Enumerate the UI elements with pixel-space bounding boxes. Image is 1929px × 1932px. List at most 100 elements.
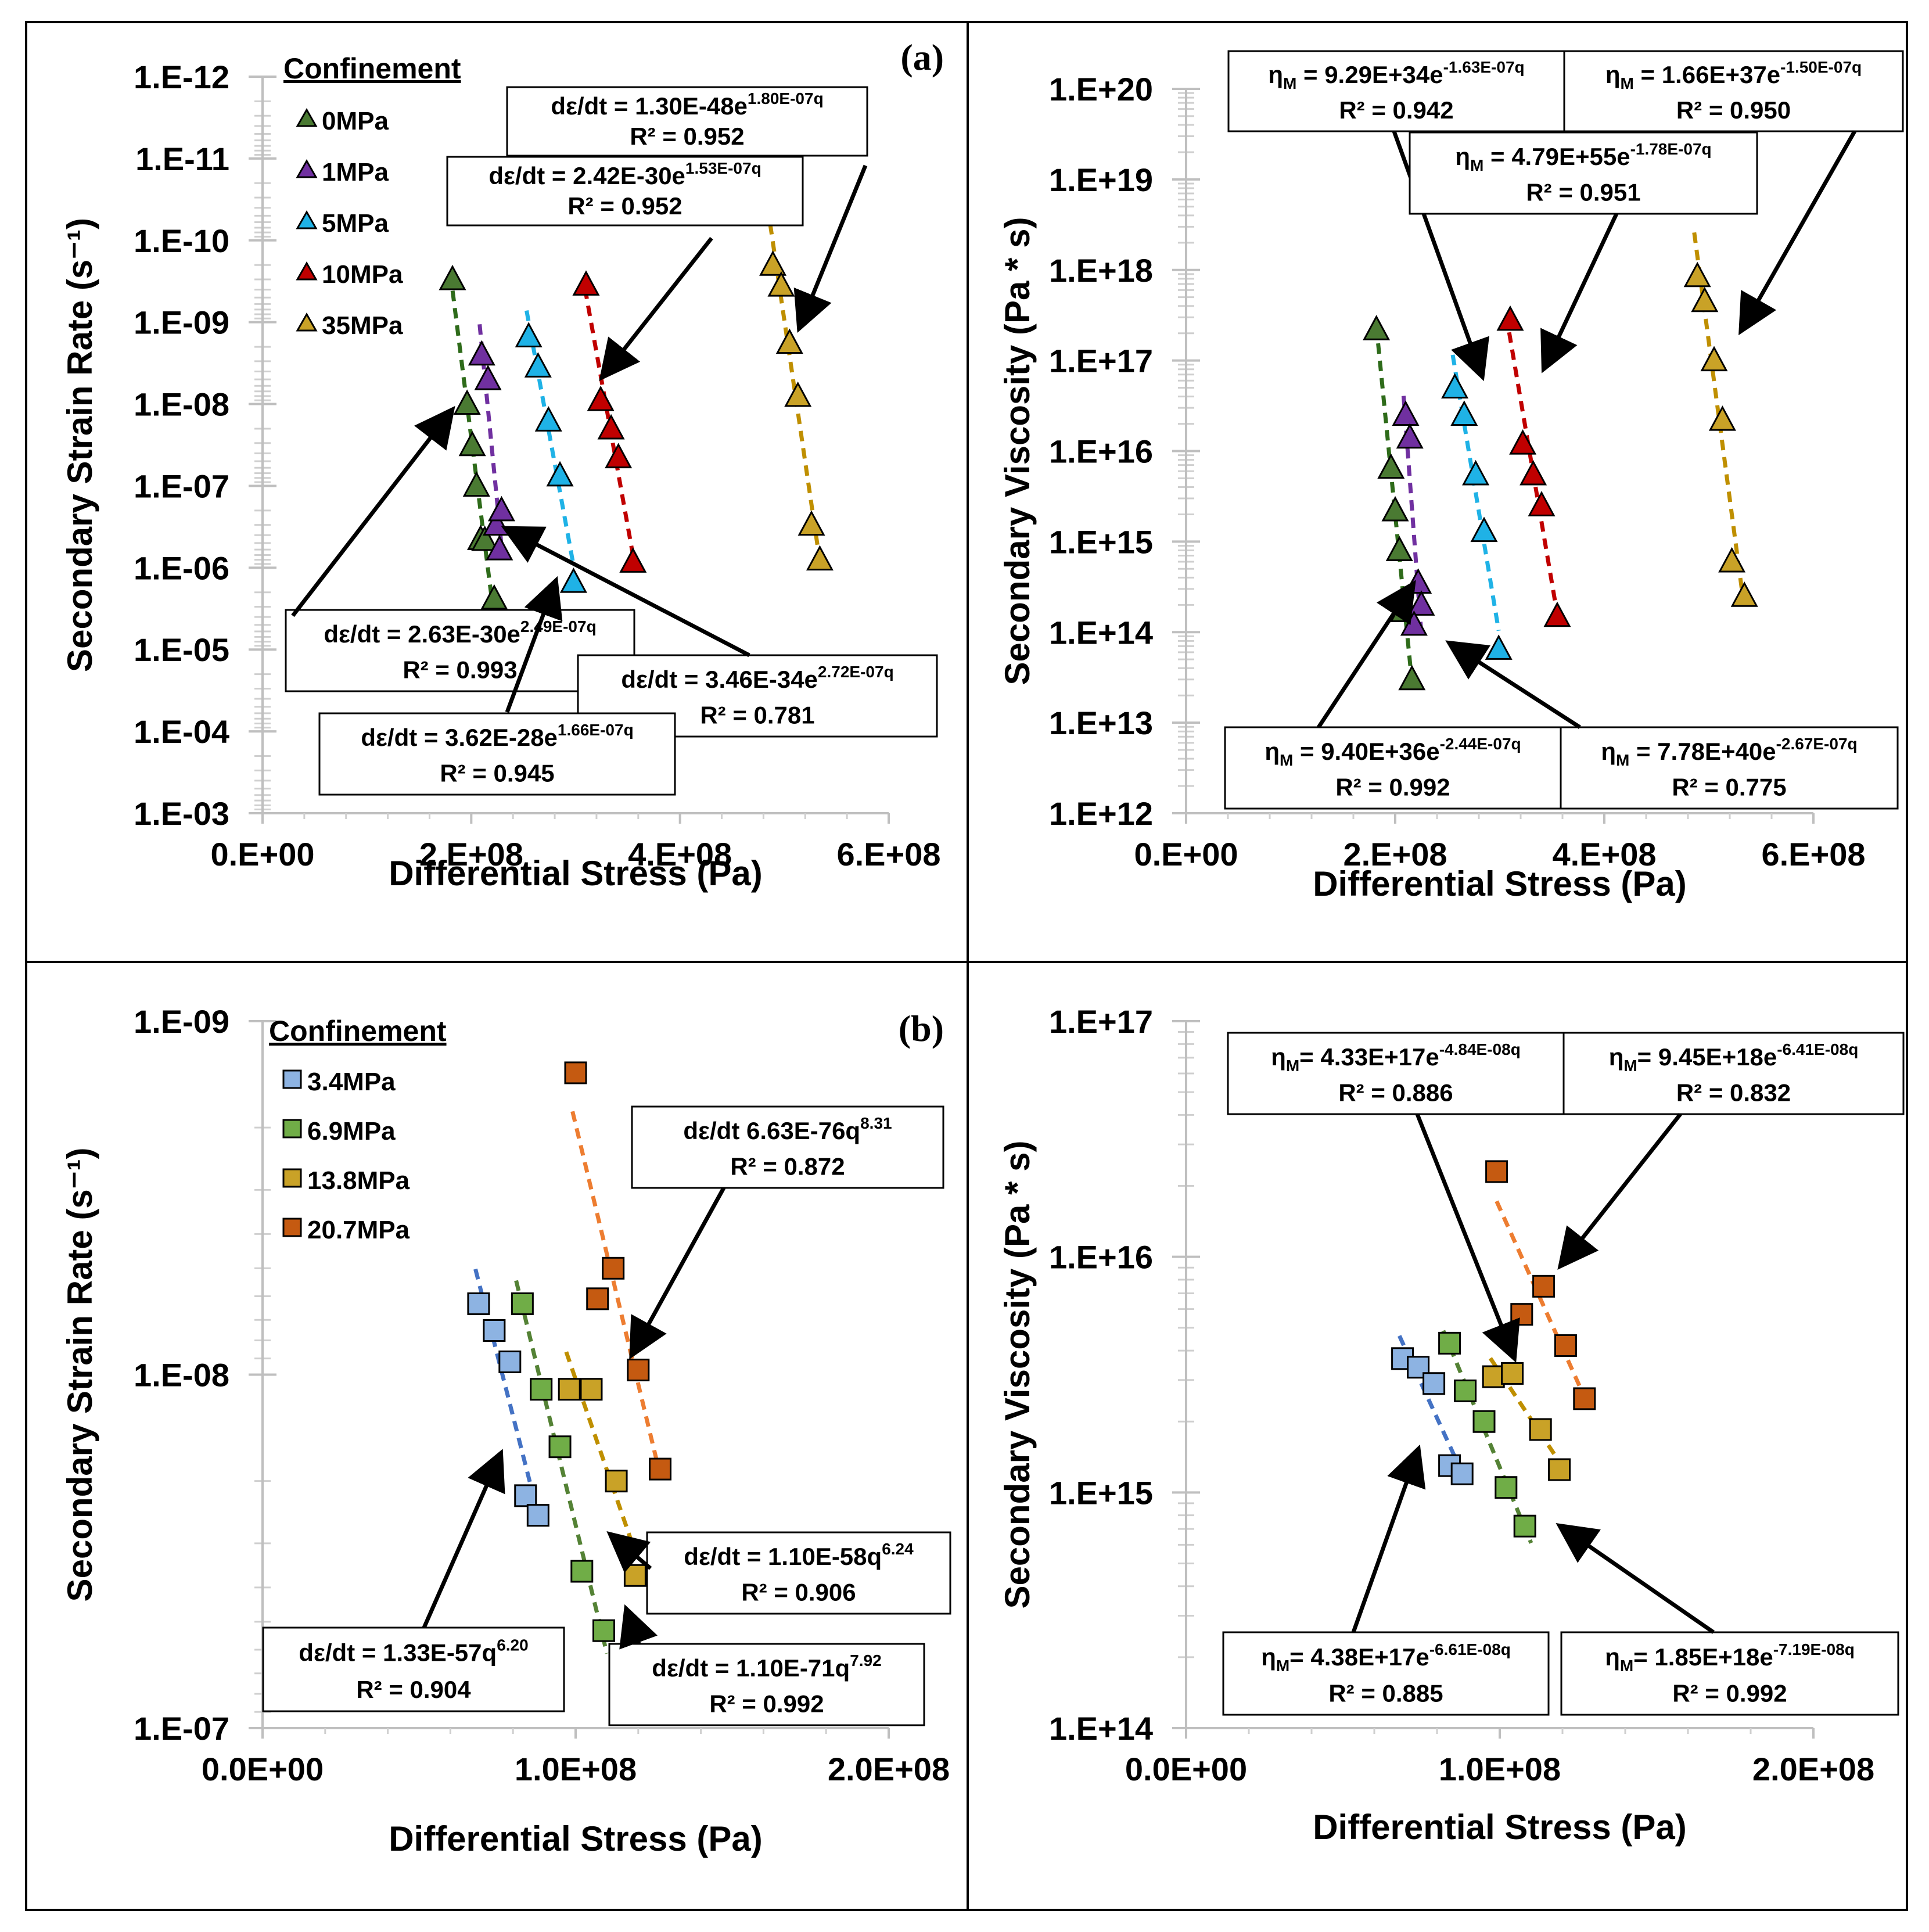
data-point [498, 1350, 522, 1373]
annotation-arrow [505, 576, 563, 713]
data-point [546, 461, 574, 487]
equation-subscript: M [1276, 1657, 1289, 1675]
data-point [759, 250, 787, 276]
series-13.8MPa [558, 1351, 646, 1587]
y-tick-label: 1.E-07 [134, 1710, 229, 1747]
data-point [559, 567, 587, 593]
x-axis-label: Differential Stress (Pa) [389, 854, 763, 893]
annotation-equation: ηM = 9.40E+36e-2.44E-07q [1265, 735, 1521, 769]
legend-marker [296, 107, 318, 127]
annotation-arrow [793, 164, 868, 333]
y-axis-label: Secondary Viscosity (Pa * s) [998, 1141, 1037, 1609]
annotation-equation: ηM= 4.38E+17e-6.61E-08q [1261, 1640, 1511, 1675]
annotation-arrow [1415, 1113, 1520, 1363]
equation-text: dε/dt = 3.46E-34e [621, 666, 818, 693]
fit-line [1441, 1330, 1533, 1544]
annotation: ηM= 4.38E+17e-6.61E-08q R² = 0.885 [1222, 1444, 1550, 1716]
chart-b_right: 1.E+17 1.E+16 1.E+15 1.E+14 0.0E+00 1.0E+08 2.… [998, 1003, 1905, 1847]
data-point [524, 352, 552, 378]
y-tick-label: 1.E-09 [134, 304, 229, 341]
series-35MPa [1683, 232, 1758, 609]
data-point [480, 584, 508, 610]
data-point [1529, 1418, 1552, 1441]
annotation-r2: R² = 0.775 [1672, 774, 1786, 801]
legend-label: 20.7MPa [307, 1216, 410, 1244]
equation-text: = 4.79E+55e [1483, 143, 1630, 170]
data-point [564, 1061, 587, 1084]
annotation-arrow [1557, 1112, 1682, 1270]
annotation-r2: R² = 0.886 [1338, 1079, 1453, 1107]
annotation-box [1224, 726, 1562, 810]
y-axis-label: Secondary Strain Rate (s⁻¹) [60, 218, 99, 672]
annotation-equation: ηM = 1.66E+37e-1.50E-07q [1605, 58, 1862, 92]
annotation-equation: ηM = 9.29E+34e-1.63E-07q [1268, 58, 1524, 92]
legend-marker [296, 159, 318, 178]
data-point [1385, 536, 1413, 561]
annotation-box [646, 1531, 951, 1615]
annotation-equation: ηM = 4.79E+55e-1.78E-07q [1455, 140, 1711, 174]
legend-label: 1MPa [322, 158, 389, 186]
annotation-equation: dε/dt = 1.30E-48e1.80E-07q [551, 89, 823, 120]
data-point [1554, 1334, 1577, 1358]
equation-text: = 9.45E+18e [1637, 1043, 1777, 1071]
annotation-box [506, 86, 868, 157]
x-tick-label: 2.E+08 [1343, 836, 1447, 872]
data-point [1501, 1362, 1524, 1385]
annotation: ηM= 4.33E+17e-4.84E-08q R² = 0.886 [1227, 1032, 1565, 1363]
y-tick-label: 1.E-09 [134, 1003, 229, 1040]
data-point [530, 1378, 553, 1401]
equation-text: dε/dt = 3.62E-28e [361, 724, 558, 751]
data-point [1422, 1372, 1446, 1395]
x-tick-label: 2.E+08 [419, 836, 523, 872]
x-tick-label: 0.0E+00 [202, 1751, 324, 1787]
equation-text: = 7.78E+40e [1629, 738, 1776, 765]
annotation-r2: R² = 0.992 [709, 1690, 824, 1718]
y-tick-label: 1.E+19 [1049, 161, 1153, 198]
y-tick-label: 1.E-08 [134, 386, 229, 423]
data-point [1509, 429, 1537, 455]
equation-text: dε/dt 6.63E-76q [683, 1117, 860, 1144]
y-tick-label: 1.E-06 [134, 550, 229, 586]
x-tick-label: 0.0E+00 [1125, 1751, 1247, 1787]
series-5MPa [1441, 354, 1513, 660]
data-point [439, 264, 466, 290]
data-point [1683, 261, 1711, 288]
series-13.8MPa [1482, 1357, 1571, 1481]
chart-a_right: 1.E+20 1.E+19 1.E+18 1.E+17 1.E+16 1.E+15 1.E+… [998, 50, 1904, 903]
equation-text: η [1605, 1643, 1620, 1671]
annotation-equation: dε/dt = 3.46E-34e2.72E-07q [621, 663, 893, 693]
series-5MPa [515, 310, 587, 593]
legend-marker [282, 1119, 302, 1139]
legend-label: 10MPa [322, 260, 403, 289]
legend-title: Confinement [283, 52, 461, 85]
series-3.4MPa [467, 1268, 549, 1527]
x-tick-label: 4.E+08 [1552, 836, 1656, 872]
data-point [483, 1319, 506, 1342]
data-point [1392, 400, 1420, 426]
data-point [798, 510, 825, 536]
legend-marker [296, 261, 318, 281]
series-0MPa [439, 264, 508, 619]
annotation-box [262, 1626, 565, 1712]
annotation-r2: R² = 0.993 [403, 656, 517, 684]
data-point [1462, 459, 1490, 486]
data-point [592, 1619, 616, 1642]
annotation-box [1560, 726, 1899, 810]
annotation-equation: ηM= 1.85E+18e-7.19E-08q [1605, 1640, 1855, 1675]
equation-text: η [1271, 1043, 1286, 1071]
data-point [605, 1470, 628, 1493]
equation-superscript: 2.72E-07q [818, 663, 894, 681]
panel-label-b: (b) [899, 1008, 944, 1049]
y-tick-label: 1.E+14 [1049, 1710, 1153, 1747]
legend-label: 6.9MPa [307, 1117, 396, 1145]
annotation-arrow [1317, 580, 1416, 728]
annotation-arrow [599, 236, 713, 382]
annotation-equation: ηM= 9.45E+18e-6.41E-08q [1609, 1040, 1859, 1075]
y-tick-label: 1.E-07 [134, 468, 229, 504]
data-point [570, 1560, 594, 1583]
y-tick-label: 1.E+12 [1049, 795, 1153, 832]
y-tick-label: 1.E+13 [1049, 705, 1153, 741]
annotation-arrow [1445, 640, 1581, 729]
equation-superscript: -4.84E-08q [1439, 1040, 1521, 1058]
